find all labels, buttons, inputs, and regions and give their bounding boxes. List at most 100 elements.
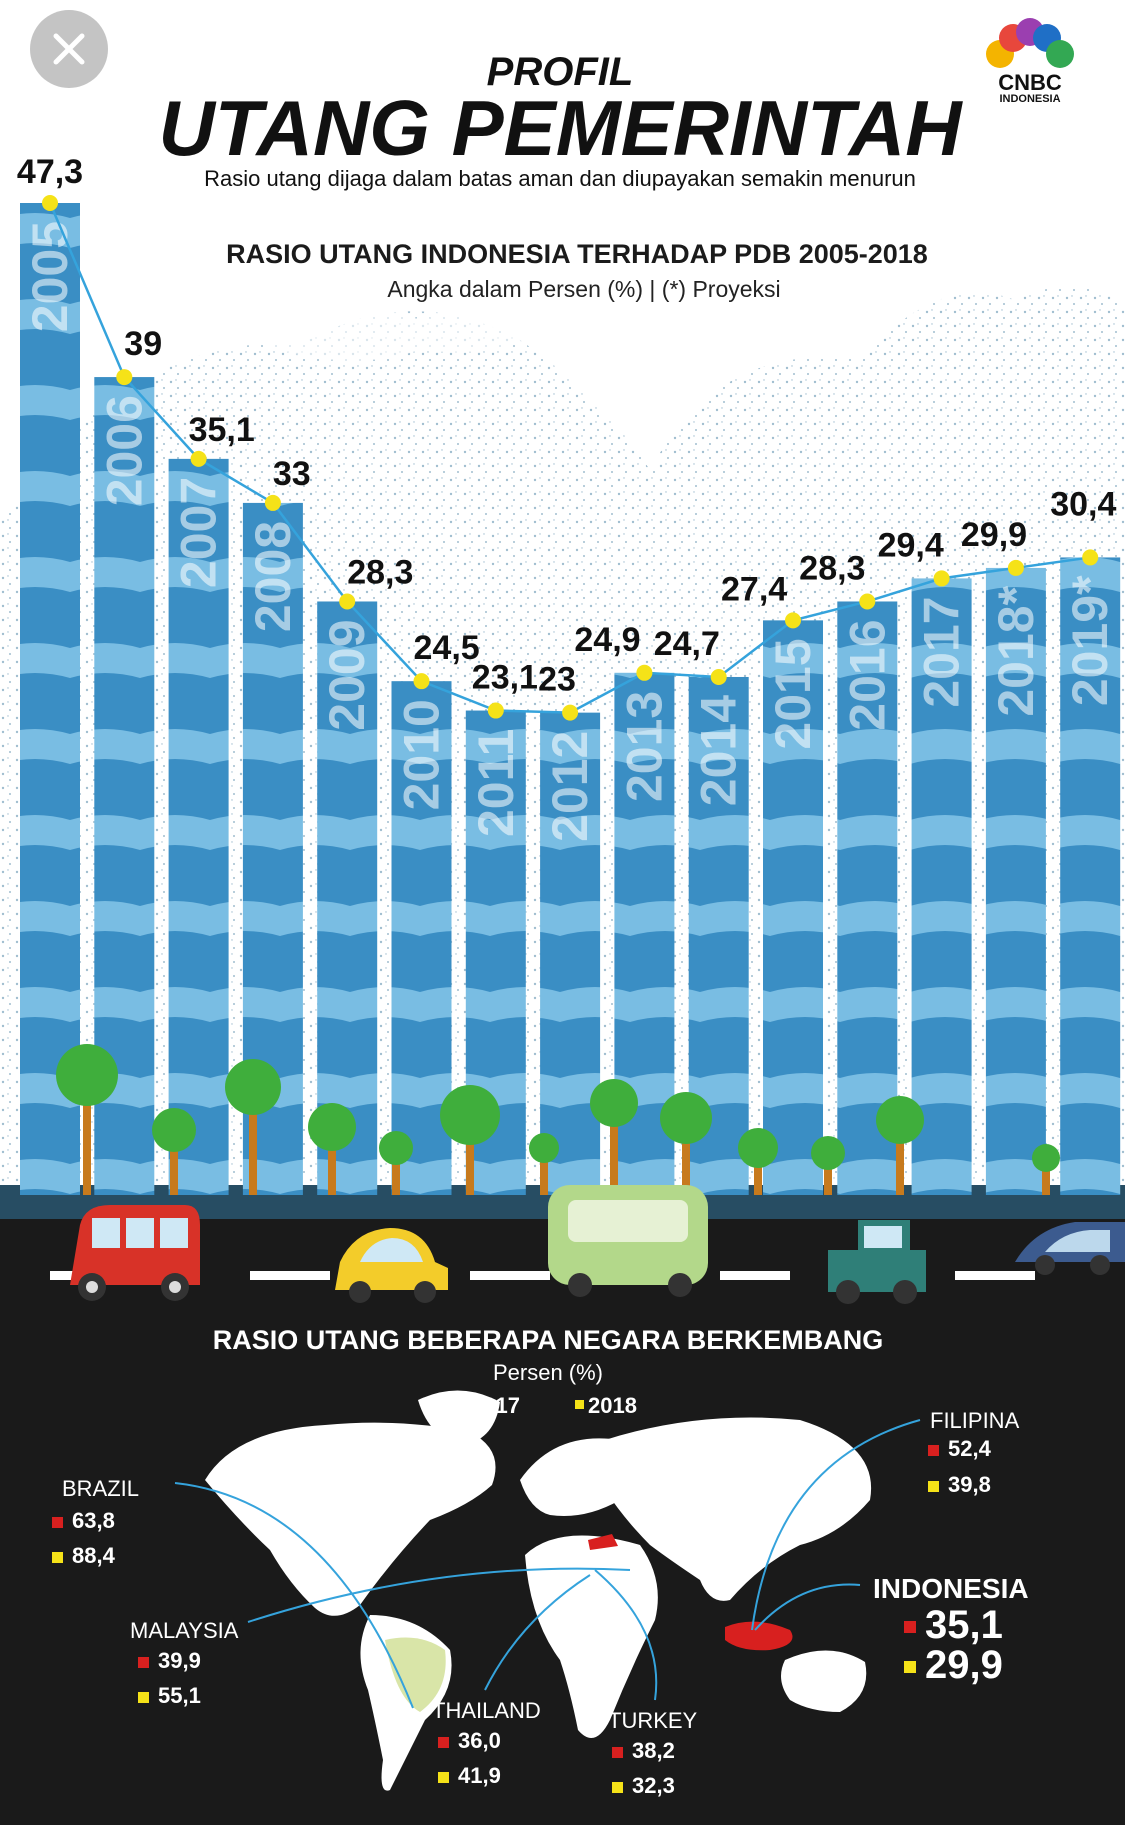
- value-label: 24,9: [574, 621, 640, 659]
- marker-2017: [904, 1621, 916, 1634]
- country-2017-thailand: 36,0: [438, 1728, 501, 1754]
- data-point: [264, 494, 281, 511]
- value-label: 39: [124, 325, 162, 363]
- indonesia-highlight: [725, 1621, 793, 1651]
- data-point: [42, 195, 58, 211]
- map-arrows: [174, 1419, 921, 1709]
- country-2018-turkey: 32,3: [612, 1773, 675, 1799]
- data-point: [487, 702, 504, 719]
- red-car: [70, 1205, 200, 1301]
- country-2018-malaysia: 55,1: [138, 1683, 201, 1709]
- page-subtitle: Rasio utang dijaga dalam batas aman dan …: [204, 166, 916, 191]
- cnbc-logo: CNBC INDONESIA: [986, 18, 1074, 105]
- logo-text: CNBC: [998, 70, 1062, 95]
- marker-2018: [904, 1661, 916, 1674]
- blue-car: [1015, 1222, 1125, 1275]
- chart-title: RASIO UTANG INDONESIA TERHADAP PDB 2005-…: [226, 239, 928, 269]
- green-bus: [548, 1185, 708, 1297]
- country-label-indonesia: INDONESIA: [873, 1573, 1029, 1604]
- country-2017-brazil: 63,8: [52, 1508, 115, 1534]
- header-kicker: PROFIL: [487, 50, 634, 94]
- bars-layer: 2005 2006 2007 2008 2009 2010 2011 2012 2013 2014…: [20, 203, 1121, 1195]
- data-point: [116, 369, 133, 386]
- bar: [540, 712, 601, 1195]
- marker-2017: [438, 1736, 449, 1748]
- legend-marker-2018: [575, 1400, 584, 1409]
- country-2018-filipina: 39,8: [928, 1472, 991, 1498]
- bar: [985, 567, 1046, 1195]
- country-label-malaysia: MALAYSIA: [130, 1618, 239, 1643]
- value-label: 27,4: [721, 570, 787, 608]
- page-title: UTANG PEMERINTAH: [158, 84, 963, 172]
- bar-year-label: 2017: [914, 596, 970, 707]
- value-label: 24,7: [654, 625, 720, 663]
- value-label: 35,1: [189, 411, 255, 449]
- data-point: [859, 593, 876, 610]
- data-point: [933, 570, 950, 587]
- value-label: 33: [273, 455, 311, 493]
- bar-year-label: 2006: [96, 395, 152, 506]
- bar-year-label: 2014: [691, 695, 747, 806]
- legend-label-2018: 2018: [588, 1393, 637, 1418]
- country-2017-malaysia: 39,9: [138, 1648, 201, 1674]
- data-point: [190, 450, 207, 467]
- bar-year-label: 2005: [22, 221, 78, 332]
- country-label-brazil: BRAZIL: [62, 1476, 140, 1501]
- country-2017-filipina: 52,4: [928, 1436, 991, 1462]
- bar: [1060, 557, 1121, 1195]
- brazil-highlight: [385, 1637, 446, 1712]
- data-point: [1007, 559, 1024, 576]
- asia: [605, 1417, 872, 1601]
- country-2018-indonesia: 29,9: [904, 1643, 1003, 1688]
- chart2-title: RASIO UTANG BEBERAPA NEGARA BERKEMBANG: [213, 1325, 884, 1355]
- turkey-highlight: [588, 1534, 618, 1550]
- australia: [781, 1650, 867, 1712]
- country-label-filipina: FILIPINA: [930, 1408, 1020, 1433]
- bar-year-label: 2015: [765, 638, 821, 749]
- close-icon: [53, 33, 85, 65]
- bar-year-label: 2010: [394, 699, 450, 810]
- marker-2018: [138, 1691, 149, 1703]
- close-button[interactable]: [30, 10, 108, 88]
- marker-2018: [612, 1781, 623, 1793]
- marker-2017: [612, 1746, 623, 1758]
- data-point: [413, 673, 430, 690]
- bar-year-label: 2013: [616, 691, 672, 802]
- bar: [911, 578, 972, 1195]
- value-label: 29,4: [878, 526, 944, 564]
- bar: [763, 620, 823, 1195]
- bar-year-label: 2008: [245, 521, 301, 632]
- country-2017-turkey: 38,2: [612, 1738, 675, 1764]
- bar-year-label: 2019*: [1062, 575, 1118, 706]
- bar-year-label: 2018*: [988, 585, 1044, 716]
- country-2017-indonesia: 35,1: [904, 1603, 1003, 1648]
- data-point: [710, 668, 727, 685]
- bar: [317, 601, 378, 1195]
- yellow-car: [335, 1228, 448, 1303]
- marker-2018: [438, 1771, 449, 1783]
- bar: [837, 601, 898, 1195]
- bar-year-label: 2011: [468, 729, 524, 837]
- value-label: 24,5: [414, 629, 480, 667]
- bar-year-label: 2016: [839, 619, 895, 730]
- value-label: 23: [538, 661, 576, 699]
- data-point: [562, 704, 579, 721]
- data-point: [1082, 549, 1099, 566]
- bar-year-label: 2012: [542, 731, 598, 842]
- data-point: [785, 612, 801, 629]
- bar: [20, 203, 80, 1195]
- value-label: 30,4: [1050, 485, 1116, 523]
- marker-2018: [52, 1551, 63, 1563]
- north-america: [205, 1422, 496, 1616]
- value-label: 28,3: [347, 553, 413, 591]
- bar-year-label: 2007: [171, 477, 227, 588]
- marker-2017: [138, 1656, 149, 1668]
- marker-2017: [52, 1516, 63, 1528]
- data-point: [339, 593, 356, 610]
- cloud-shape: [230, 297, 540, 362]
- value-label: 47,3: [17, 153, 83, 191]
- country-2018-brazil: 88,4: [52, 1543, 115, 1569]
- chart2-subtitle: Persen (%): [493, 1360, 603, 1385]
